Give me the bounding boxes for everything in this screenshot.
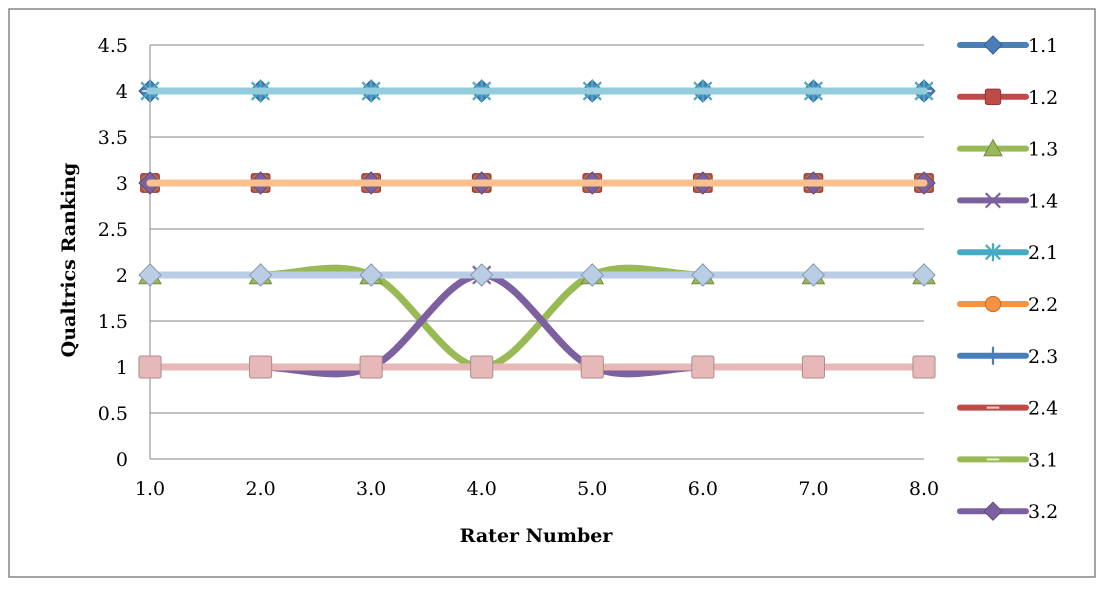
x-tick-label: 8.0 bbox=[909, 478, 939, 500]
y-tick-label: 3.5 bbox=[98, 127, 128, 149]
data-point-marker bbox=[691, 263, 715, 287]
legend-label: 2.2 bbox=[1028, 294, 1058, 316]
data-point-marker bbox=[801, 355, 825, 379]
axes: 0 0.5 1 1.5 2 2.5 3 3.5 4 4.5 1.0 2.0 3.0 4.0 5.0 6.0 7.… bbox=[98, 35, 939, 500]
data-point-marker bbox=[912, 263, 936, 287]
data-point-marker bbox=[691, 355, 715, 379]
data-point-marker bbox=[983, 35, 1003, 55]
data-point-marker bbox=[984, 88, 1002, 105]
legend-label: 3.1 bbox=[1028, 449, 1058, 471]
legend: 1.1 1.2 1.3 1.4 2.1 2.2 2.3 2.4 3.1 3.2 bbox=[957, 35, 1058, 523]
legend-label: 1.1 bbox=[1028, 35, 1058, 57]
legend-label: 1.4 bbox=[1028, 190, 1058, 212]
x-axis-title: Rater Number bbox=[460, 525, 614, 547]
legend-item: 1.2 bbox=[957, 87, 1058, 109]
data-point-marker bbox=[580, 263, 604, 287]
legend-item: 3.1 bbox=[957, 449, 1058, 471]
y-tick-label: 1.5 bbox=[98, 311, 128, 333]
data-point-marker bbox=[983, 138, 1003, 157]
y-tick-label: 3 bbox=[116, 173, 128, 195]
y-axis-title: Qualtrics Ranking bbox=[58, 163, 80, 358]
y-tick-label: 2.5 bbox=[98, 219, 128, 241]
x-tick-label: 4.0 bbox=[467, 478, 497, 500]
legend-label: 3.2 bbox=[1028, 501, 1058, 523]
data-point-marker bbox=[985, 192, 1001, 209]
data-point-marker bbox=[912, 355, 936, 379]
data-point-marker bbox=[249, 355, 273, 379]
legend-label: 1.2 bbox=[1028, 87, 1058, 109]
y-tick-label: 4 bbox=[116, 81, 128, 103]
y-tick-label: 4.5 bbox=[98, 35, 128, 57]
data-point-marker bbox=[359, 355, 383, 379]
x-tick-label: 3.0 bbox=[356, 478, 386, 500]
data-point-marker bbox=[248, 263, 273, 287]
chart-border bbox=[8, 8, 1096, 578]
data-point-marker bbox=[470, 263, 494, 287]
data-point-marker bbox=[470, 355, 494, 379]
legend-item: 3.2 bbox=[957, 501, 1058, 523]
legend-item: 2.2 bbox=[957, 294, 1058, 316]
x-tick-label: 1.0 bbox=[135, 478, 165, 500]
data-point-marker bbox=[983, 501, 1003, 521]
legend-label: 2.4 bbox=[1028, 398, 1058, 420]
data-point-marker bbox=[138, 355, 162, 379]
data-point-marker bbox=[984, 295, 1002, 313]
legend-item: 1.1 bbox=[957, 35, 1058, 57]
legend-label: 2.3 bbox=[1028, 346, 1058, 368]
y-tick-label: 0 bbox=[116, 449, 128, 471]
data-point-marker bbox=[138, 263, 162, 287]
series-line-extra bbox=[138, 263, 936, 287]
legend-item: 1.4 bbox=[957, 190, 1058, 212]
y-tick-label: 2 bbox=[116, 265, 128, 287]
legend-label: 1.3 bbox=[1028, 139, 1058, 161]
y-tick-label: 1 bbox=[116, 357, 128, 379]
y-tick-label: 0.5 bbox=[98, 403, 128, 425]
data-point-marker bbox=[580, 355, 604, 379]
series-lines bbox=[138, 79, 936, 379]
x-tick-label: 7.0 bbox=[798, 478, 828, 500]
legend-label: 2.1 bbox=[1028, 242, 1058, 264]
legend-item: 2.4 bbox=[957, 398, 1058, 420]
x-tick-label: 5.0 bbox=[577, 478, 607, 500]
legend-item: 1.3 bbox=[957, 138, 1058, 161]
series-line-extra bbox=[138, 355, 936, 379]
legend-item: 2.1 bbox=[957, 242, 1058, 264]
data-point-marker bbox=[801, 263, 826, 287]
data-point-marker bbox=[984, 346, 1002, 365]
x-tick-label: 2.0 bbox=[245, 478, 275, 500]
data-point-marker bbox=[985, 243, 1001, 262]
x-tick-label: 6.0 bbox=[688, 478, 718, 500]
legend-item: 2.3 bbox=[957, 346, 1058, 368]
data-point-marker bbox=[359, 263, 383, 287]
